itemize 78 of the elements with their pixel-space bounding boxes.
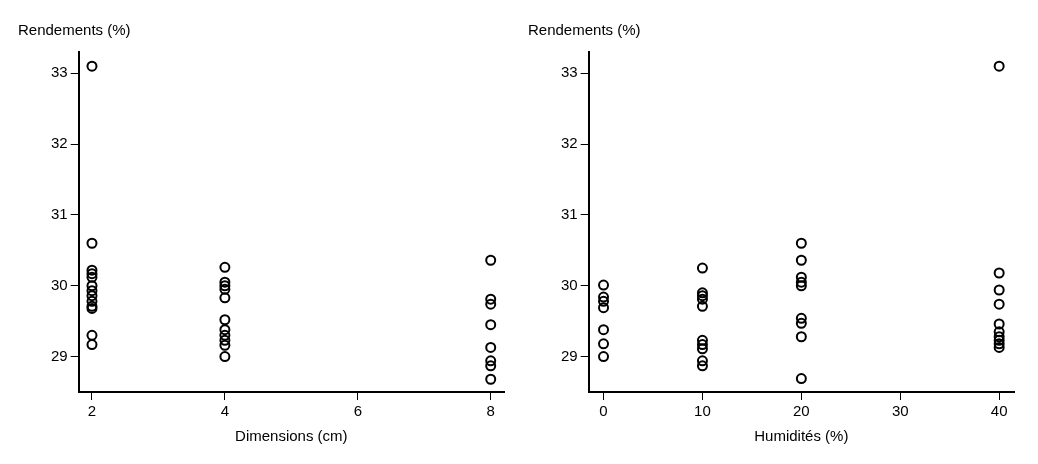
point bbox=[86, 280, 98, 292]
y-tick-label: 30 bbox=[51, 275, 68, 293]
point bbox=[86, 60, 98, 72]
y-tick-label: 29 bbox=[51, 346, 68, 364]
point bbox=[86, 237, 98, 249]
point bbox=[219, 329, 231, 341]
y-tick-label: 30 bbox=[561, 275, 578, 293]
point bbox=[219, 334, 231, 346]
point bbox=[485, 373, 497, 385]
point bbox=[795, 373, 807, 385]
point bbox=[219, 351, 231, 363]
point bbox=[598, 279, 610, 291]
point bbox=[696, 339, 708, 351]
point bbox=[795, 317, 807, 329]
point bbox=[485, 319, 497, 331]
point bbox=[795, 254, 807, 266]
y-tick-label: 31 bbox=[561, 205, 578, 223]
y-axis-title: Rendements (%) bbox=[18, 20, 131, 38]
point bbox=[219, 339, 231, 351]
point bbox=[86, 290, 98, 302]
point bbox=[795, 276, 807, 288]
point bbox=[795, 237, 807, 249]
point bbox=[485, 293, 497, 305]
point bbox=[86, 339, 98, 351]
y-tick-label: 33 bbox=[561, 63, 578, 81]
point bbox=[993, 284, 1005, 296]
x-tick-label: 2 bbox=[87, 402, 97, 420]
point bbox=[696, 262, 708, 274]
x-axis-title: Humidités (%) bbox=[754, 427, 849, 445]
point bbox=[219, 314, 231, 326]
point bbox=[993, 326, 1005, 338]
x-tick-label: 6 bbox=[353, 402, 362, 420]
point bbox=[795, 271, 807, 283]
y-tick-label: 29 bbox=[561, 346, 578, 364]
point bbox=[598, 291, 610, 303]
point bbox=[795, 312, 807, 324]
x-tick-label: 40 bbox=[990, 402, 1008, 420]
x-tick-label: 0 bbox=[599, 402, 608, 420]
point bbox=[485, 360, 497, 372]
point bbox=[485, 355, 497, 367]
y-tick-label: 33 bbox=[51, 63, 68, 81]
point bbox=[485, 341, 497, 353]
point bbox=[598, 338, 610, 350]
point bbox=[86, 285, 98, 297]
point bbox=[485, 254, 497, 266]
point bbox=[598, 324, 610, 336]
x-tick-label: 30 bbox=[891, 402, 909, 420]
point bbox=[993, 267, 1005, 279]
point bbox=[696, 360, 708, 372]
y-tick-label: 32 bbox=[561, 134, 578, 152]
point bbox=[696, 334, 708, 346]
point bbox=[219, 276, 231, 288]
point bbox=[598, 295, 610, 307]
point bbox=[219, 261, 231, 273]
point bbox=[795, 280, 807, 292]
point bbox=[696, 355, 708, 367]
point bbox=[86, 329, 98, 341]
x-tick-label: 4 bbox=[220, 402, 230, 420]
y-axis-title: Rendements (%) bbox=[528, 20, 641, 38]
point bbox=[86, 264, 98, 276]
point bbox=[598, 351, 610, 363]
point bbox=[795, 331, 807, 343]
y-tick-label: 32 bbox=[51, 134, 68, 152]
x-tick-label: 20 bbox=[793, 402, 810, 420]
point bbox=[86, 295, 98, 307]
point bbox=[993, 298, 1005, 310]
point bbox=[598, 302, 610, 314]
x-tick-label: 8 bbox=[486, 402, 495, 420]
x-tick-label: 10 bbox=[694, 402, 711, 420]
point bbox=[993, 318, 1005, 330]
y-tick-label: 31 bbox=[51, 205, 68, 223]
x-axis-title: Dimensions (cm) bbox=[235, 427, 348, 445]
point bbox=[219, 292, 231, 304]
point bbox=[696, 300, 708, 312]
point bbox=[219, 324, 231, 336]
point bbox=[696, 343, 708, 355]
point bbox=[993, 60, 1005, 72]
point bbox=[485, 298, 497, 310]
